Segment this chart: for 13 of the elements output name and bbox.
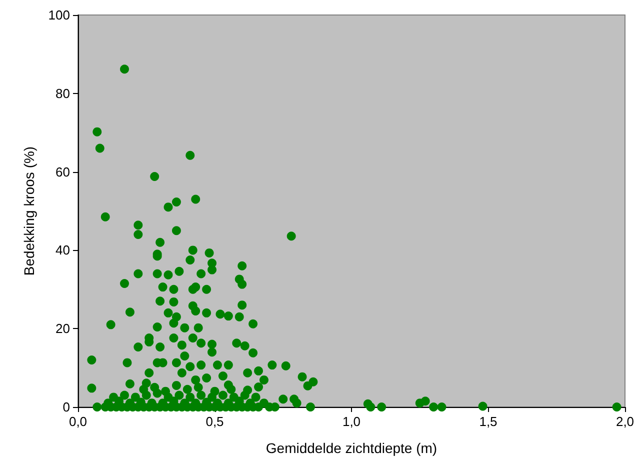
x-tick-label: 1,5 (479, 414, 498, 429)
y-tick-label: 0 (62, 400, 70, 414)
x-tick-label: 0,5 (206, 414, 224, 429)
y-tick-label: 60 (56, 164, 70, 180)
x-tick-label: 1,0 (342, 414, 361, 429)
y-tick-label: 100 (48, 8, 70, 22)
y-tick-label: 20 (56, 321, 70, 336)
y-tick-label: 80 (56, 86, 70, 101)
x-tick-label: 2,0 (616, 414, 634, 429)
x-tick-label: 0,0 (68, 414, 88, 429)
y-tick-label: 40 (56, 242, 70, 258)
y-axis-title: Bedekking kroos (%) (21, 146, 37, 276)
x-axis-title: Gemiddelde zichtdiepte (m) (266, 440, 438, 456)
